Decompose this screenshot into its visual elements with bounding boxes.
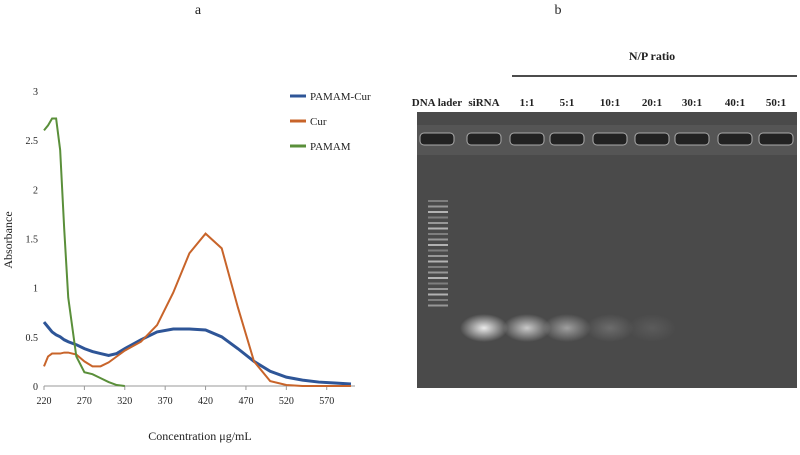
series-line — [42, 321, 352, 386]
lane-label: siRNA — [468, 97, 499, 109]
ladder-band — [428, 227, 448, 230]
ladder-band — [428, 288, 448, 290]
well — [419, 132, 455, 146]
well — [674, 132, 710, 146]
legend-label: PAMAM-Cur — [310, 91, 371, 103]
well — [758, 132, 794, 146]
ladder-band — [428, 216, 448, 219]
series-line — [43, 117, 125, 387]
x-tick-label: 320 — [117, 396, 132, 407]
lane-label: 50:1 — [766, 97, 786, 109]
panel-label: b — [555, 3, 562, 18]
ladder-band — [428, 282, 448, 285]
x-tick-label: 570 — [319, 396, 334, 407]
x-tick-label: 370 — [158, 396, 173, 407]
ladder-band — [428, 249, 448, 252]
ladder-band — [428, 277, 448, 279]
ladder-band — [428, 211, 448, 213]
lane-label: 40:1 — [725, 97, 745, 109]
sirna-band — [628, 314, 676, 342]
y-tick-label: 1 — [33, 284, 38, 295]
ladder-band — [428, 299, 448, 301]
y-tick-label: 3 — [33, 87, 38, 98]
ladder-band — [428, 238, 448, 241]
y-tick-label: 2 — [33, 185, 38, 196]
legend-label: PAMAM — [310, 141, 351, 153]
y-tick-label: 2.5 — [26, 136, 39, 147]
ladder-band — [428, 233, 448, 235]
y-tick-label: 0.5 — [26, 333, 39, 344]
lane-label: 20:1 — [642, 97, 662, 109]
x-tick-label: 520 — [279, 396, 294, 407]
sirna-band — [543, 314, 591, 342]
ladder-band — [428, 260, 448, 263]
y-axis-label: Absorbance — [1, 211, 15, 268]
legend-label: Cur — [310, 116, 327, 128]
lane-label: 1:1 — [520, 97, 535, 109]
x-tick-label: 470 — [238, 396, 253, 407]
ladder-band — [428, 255, 448, 257]
sirna-band — [586, 314, 634, 342]
ladder-band — [428, 200, 448, 202]
ladder-band — [428, 244, 448, 246]
group-label: N/P ratio — [629, 49, 675, 63]
sirna-band — [460, 314, 508, 342]
gel-background — [417, 112, 797, 388]
well — [549, 132, 585, 146]
ladder-band — [428, 205, 448, 208]
x-axis-label: Concentration μg/mL — [148, 429, 251, 443]
ladder-band — [428, 222, 448, 224]
lane-label: 30:1 — [682, 97, 702, 109]
well — [717, 132, 753, 146]
well — [634, 132, 670, 146]
ladder-band — [428, 266, 448, 268]
lane-label: DNA lader — [412, 97, 463, 109]
ladder-band — [428, 293, 448, 296]
y-tick-label: 0 — [33, 382, 38, 393]
well — [509, 132, 545, 146]
x-tick-label: 420 — [198, 396, 213, 407]
lane-label: 10:1 — [600, 97, 620, 109]
panel-label: a — [195, 3, 202, 18]
well — [592, 132, 628, 146]
x-tick-label: 270 — [77, 396, 92, 407]
sirna-band — [503, 314, 551, 342]
lane-label: 5:1 — [560, 97, 575, 109]
ladder-band — [428, 304, 448, 307]
series-line — [43, 232, 351, 387]
well — [466, 132, 502, 146]
gel-image — [417, 112, 797, 388]
y-tick-label: 1.5 — [26, 235, 39, 246]
ladder-band — [428, 271, 448, 274]
x-tick-label: 220 — [37, 396, 52, 407]
